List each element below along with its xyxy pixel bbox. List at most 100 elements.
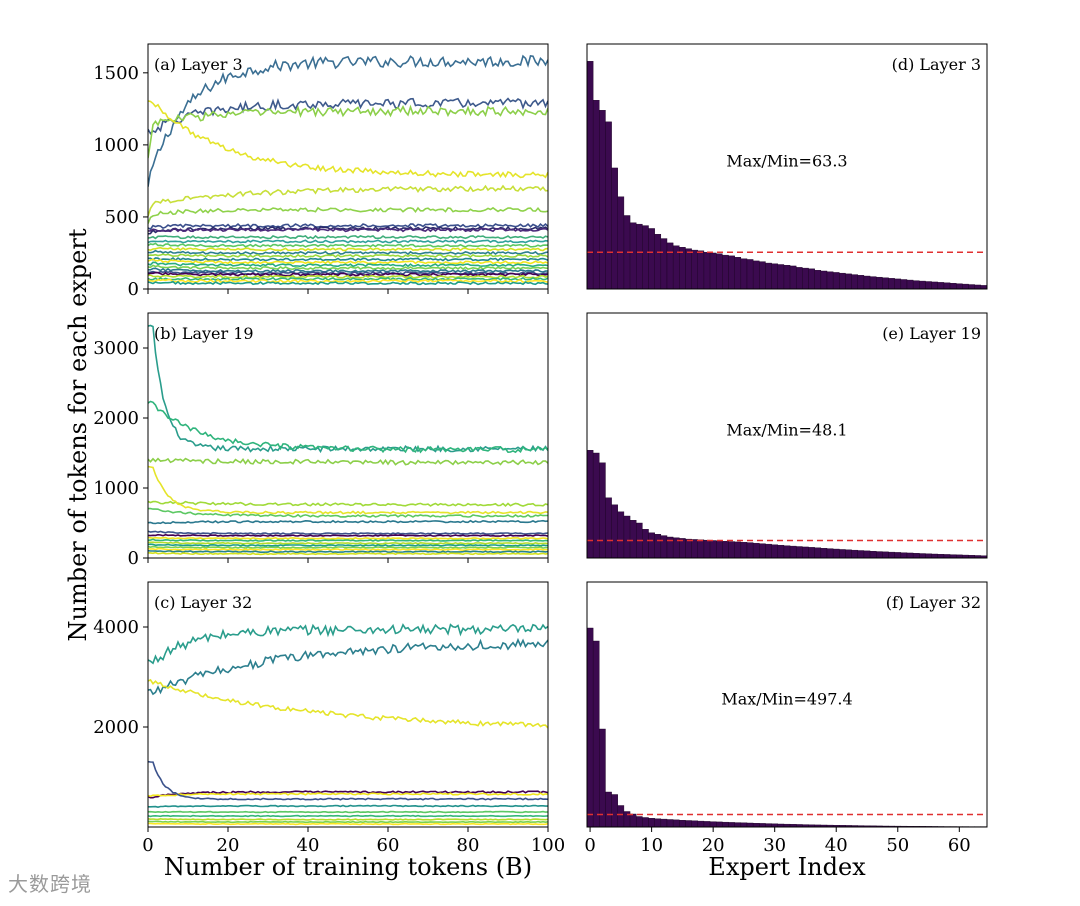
plot-area <box>587 61 987 289</box>
bar-expert-23 <box>728 541 735 558</box>
series-line-e17 <box>148 551 548 556</box>
bar-expert-60 <box>956 283 963 289</box>
y-tick-label: 1000 <box>93 478 139 499</box>
bar-expert-35 <box>802 267 809 289</box>
y-tick-label: 3000 <box>93 338 139 359</box>
series-line-e3 <box>148 104 548 159</box>
bar-expert-28 <box>759 261 766 289</box>
series-line-e24 <box>148 276 548 282</box>
bar-expert-9 <box>642 529 649 558</box>
bar-expert-4 <box>611 794 618 827</box>
bar-expert-0 <box>587 450 594 558</box>
bar-expert-46 <box>869 551 877 558</box>
bar-expert-19 <box>703 821 711 827</box>
bar-expert-12 <box>660 535 668 558</box>
bar-expert-61 <box>962 283 969 289</box>
series-line-e4 <box>148 790 548 799</box>
plot-frame <box>147 581 549 828</box>
chart-panel-b: (b) Layer 19 0 1000 2000 3000 <box>93 312 549 569</box>
bar-expert-19 <box>703 539 711 558</box>
bar-expert-24 <box>734 822 742 827</box>
bar-expert-58 <box>943 554 951 558</box>
bar-expert-56 <box>931 281 938 289</box>
bar-expert-41 <box>839 272 846 289</box>
bar-expert-30 <box>771 544 778 558</box>
bar-expert-16 <box>685 248 692 289</box>
bar-expert-7 <box>629 222 637 289</box>
bar-expert-48 <box>882 551 889 558</box>
bar-expert-22 <box>722 541 729 558</box>
bar-expert-15 <box>679 247 686 289</box>
bar-expert-15 <box>679 538 686 558</box>
series-line-e25 <box>148 278 548 284</box>
bar-expert-20 <box>709 540 717 558</box>
bar-expert-25 <box>740 258 748 289</box>
plot-frame <box>586 581 988 828</box>
plot-area <box>148 54 548 286</box>
series-line-e1 <box>148 54 548 187</box>
series-line-e7 <box>148 519 548 525</box>
series-line-e6 <box>148 206 548 224</box>
bar-expert-40 <box>832 548 840 558</box>
bar-expert-3 <box>605 791 612 827</box>
series-line-e5 <box>148 792 548 798</box>
bar-expert-37 <box>814 547 822 558</box>
bar-expert-57 <box>937 282 945 289</box>
bar-expert-26 <box>746 259 754 289</box>
series-line-e11 <box>148 538 548 542</box>
x-tick-label: 0 <box>584 835 595 856</box>
bar-expert-25 <box>740 822 748 827</box>
bar-expert-43 <box>851 274 858 289</box>
bar-expert-14 <box>672 819 680 827</box>
bar-expert-23 <box>728 822 735 827</box>
series-line-e9 <box>148 227 548 233</box>
series-line-e1 <box>148 623 548 665</box>
bar-expert-11 <box>654 818 662 827</box>
x-tick-label: 100 <box>531 835 565 856</box>
bar-expert-25 <box>740 542 748 558</box>
bar-expert-1 <box>592 452 600 558</box>
panel-label: (b) Layer 19 <box>154 324 254 343</box>
bar-expert-37 <box>814 270 822 289</box>
bar-expert-0 <box>587 61 594 289</box>
y-tick-label: 500 <box>105 207 139 228</box>
bar-expert-11 <box>654 534 662 558</box>
plot-area <box>587 450 987 558</box>
bar-expert-50 <box>894 278 902 289</box>
bar-expert-36 <box>808 547 815 558</box>
bar-expert-53 <box>912 553 920 558</box>
y-tick-label: 2000 <box>93 717 139 738</box>
bar-expert-11 <box>654 234 662 289</box>
series-line-e4 <box>148 100 548 179</box>
bar-expert-35 <box>802 546 809 558</box>
series-line-e11 <box>148 820 548 824</box>
bar-expert-59 <box>949 554 957 558</box>
series-line-e8 <box>148 530 548 535</box>
bar-expert-59 <box>949 283 957 289</box>
series-line-e1 <box>148 324 548 454</box>
bar-expert-2 <box>599 462 606 558</box>
plot-area <box>148 324 548 556</box>
bar-expert-16 <box>685 538 692 558</box>
watermark-text: 大数跨境 <box>8 872 92 896</box>
bar-expert-39 <box>826 548 834 558</box>
ratio-annotation: Max/Min=48.1 <box>726 421 847 440</box>
chart-panel-f: Max/Min=497.4 (f) Layer 32 0 10 20 30 40 50 60 <box>584 581 988 856</box>
series-line-e18 <box>148 261 548 268</box>
bar-expert-4 <box>611 504 618 558</box>
series-line-e20 <box>148 267 548 274</box>
bar-expert-50 <box>894 552 902 558</box>
x-tick-label: 20 <box>702 835 725 856</box>
bar-expert-17 <box>691 249 698 289</box>
y-tick-label: 0 <box>128 548 139 569</box>
series-line-e7 <box>148 804 548 809</box>
series-line-e11 <box>148 239 548 244</box>
bar-expert-12 <box>660 818 668 827</box>
bar-expert-17 <box>691 820 698 827</box>
bar-expert-13 <box>666 242 674 289</box>
bar-expert-12 <box>660 238 668 289</box>
bar-expert-52 <box>906 279 914 289</box>
series-line-e3 <box>148 457 548 466</box>
series-line-e6 <box>148 760 548 801</box>
